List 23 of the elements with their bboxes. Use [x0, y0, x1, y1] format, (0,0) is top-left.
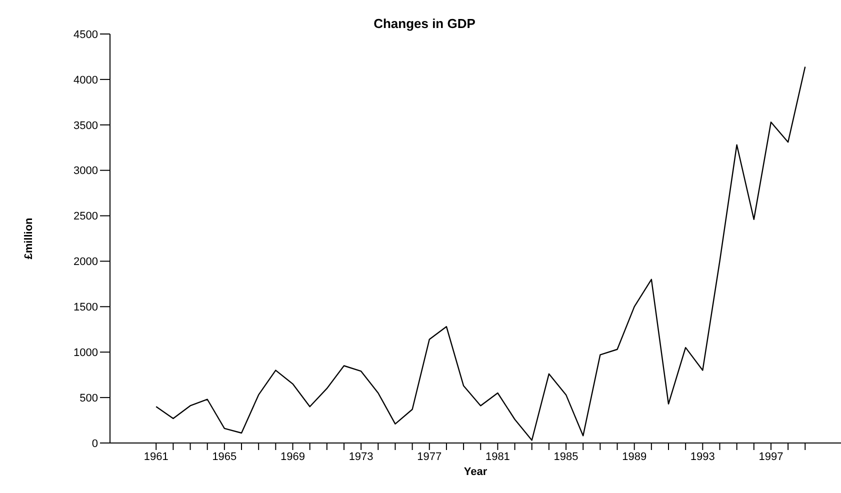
- y-axis-title: £million: [22, 217, 35, 260]
- x-tick-label: 1973: [348, 450, 374, 463]
- y-tick-label: 4500: [74, 28, 98, 41]
- y-tick-label: 1500: [74, 302, 98, 314]
- y-tick-label: 0: [92, 438, 98, 450]
- y-tick-label: 1000: [74, 347, 98, 360]
- x-tick-label: 1961: [144, 450, 168, 463]
- x-tick-label: 1977: [417, 450, 442, 463]
- x-tick-label: 1997: [758, 450, 784, 463]
- y-tick-label: 2500: [74, 210, 98, 223]
- chart-title: Changes in GDP: [374, 16, 476, 31]
- y-tick-label: 500: [80, 392, 98, 404]
- x-tick-label: 1965: [212, 450, 237, 463]
- y-tick-label: 3500: [74, 120, 98, 132]
- x-tick-label: 1989: [622, 450, 647, 463]
- y-tick-label: 3000: [74, 165, 98, 178]
- y-tick-label: 4000: [74, 74, 98, 86]
- x-axis-title: Year: [464, 466, 488, 478]
- y-tick-label: 2000: [74, 256, 98, 268]
- x-tick-label: 1985: [554, 450, 578, 463]
- x-tick-label: 1981: [485, 450, 510, 463]
- x-tick-label: 1993: [690, 450, 715, 463]
- x-tick-label: 1969: [280, 450, 305, 463]
